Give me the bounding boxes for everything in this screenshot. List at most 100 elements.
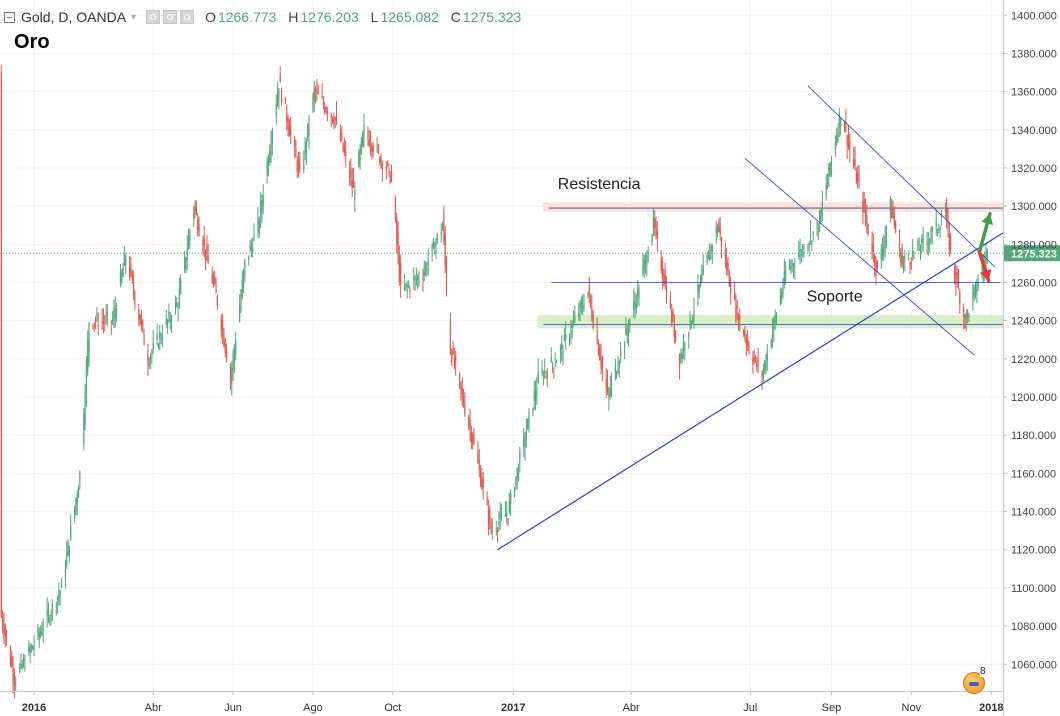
candle-body <box>745 337 747 345</box>
candle-body <box>864 208 867 218</box>
symbol-label[interactable]: Gold, D, OANDA <box>21 9 127 25</box>
candle-body <box>434 252 436 255</box>
time-axis[interactable]: 2016 Abr Jun Ago Oct 2017 Abr Jul Sep Nov 2018 <box>0 691 1003 714</box>
chevron-down-icon[interactable]: ▾ <box>131 11 137 23</box>
candle-body <box>489 510 491 519</box>
candle-body <box>589 294 592 305</box>
candle-body <box>409 289 411 291</box>
price-tick-label: 1080.000 <box>1011 621 1057 633</box>
candle-body <box>358 152 360 167</box>
candle-body <box>250 244 253 251</box>
candle-body <box>791 262 793 266</box>
candle-body <box>716 228 719 234</box>
candle-body <box>28 646 30 653</box>
candle-body <box>785 271 787 281</box>
candle-body <box>974 282 977 291</box>
settings-icon[interactable] <box>146 10 161 24</box>
candle-body <box>396 218 398 243</box>
candle-body <box>710 245 712 253</box>
candle-body <box>661 266 664 279</box>
candle-body <box>533 391 535 402</box>
price-axis[interactable]: 1060.000 1080.000 1100.000 1120.000 1140.000… <box>1003 0 1057 716</box>
notification-badge[interactable]: 8 <box>961 666 989 694</box>
candle-body <box>240 294 242 311</box>
candle-body <box>664 274 666 284</box>
candle-body <box>129 265 131 277</box>
candle-body <box>161 336 163 339</box>
candle-body <box>702 265 704 276</box>
candle-body <box>571 323 573 329</box>
candle-body <box>326 110 328 115</box>
candle-body <box>900 252 902 265</box>
candle-body <box>929 239 931 241</box>
candle-body <box>469 420 471 429</box>
candle-body <box>249 244 251 252</box>
candle-body <box>214 278 216 284</box>
candle-body <box>186 248 188 260</box>
candle-body <box>271 130 273 143</box>
candle-body <box>242 270 245 288</box>
candle-body <box>811 242 813 244</box>
candle-body <box>935 220 937 226</box>
candle-body <box>307 123 309 138</box>
candle-body <box>33 644 35 648</box>
candle-body <box>930 236 932 239</box>
eye-icon[interactable] <box>163 10 178 24</box>
candle-body <box>165 319 167 325</box>
candle-body <box>296 160 298 172</box>
collapse-icon[interactable] <box>4 11 15 23</box>
candle-body <box>46 609 48 617</box>
candle-body <box>736 304 738 308</box>
candle-body <box>747 339 749 346</box>
candle-body <box>286 111 288 123</box>
candle-body <box>701 273 703 283</box>
candle-body <box>202 239 204 250</box>
candle-body <box>303 159 305 170</box>
candle-body <box>752 357 754 366</box>
candle-body <box>261 199 263 213</box>
candle-body <box>169 319 171 323</box>
candle-body <box>113 309 115 322</box>
candle-body <box>565 333 567 340</box>
candle-body <box>241 279 243 297</box>
candle-body <box>195 207 198 215</box>
notification-count: 8 <box>980 666 986 677</box>
candle-body <box>363 124 365 138</box>
candle-body <box>38 633 40 638</box>
candle-body <box>803 252 805 254</box>
candle-body <box>360 138 362 153</box>
candle-body <box>820 209 822 221</box>
candle-body <box>770 340 772 348</box>
candle-body <box>495 530 497 532</box>
candle-body <box>931 228 933 233</box>
candle-body <box>895 222 897 233</box>
candle-body <box>413 277 415 281</box>
candle-body <box>858 176 860 184</box>
candle-body <box>149 356 152 360</box>
time-tick-label: Jul <box>743 702 757 714</box>
candle-body <box>148 363 150 366</box>
candle-body <box>953 264 956 276</box>
candle-body <box>733 291 736 300</box>
candle-body <box>239 305 241 322</box>
candle-body <box>468 417 470 426</box>
candle-body <box>936 229 939 231</box>
candle-body <box>496 530 499 532</box>
candle-body <box>748 345 750 353</box>
candle-body <box>42 628 44 632</box>
candle-body <box>139 314 141 325</box>
candle-body <box>121 271 123 283</box>
candle-body <box>727 263 729 272</box>
close-icon[interactable] <box>180 10 195 24</box>
candle-body <box>220 317 222 332</box>
candle-body <box>84 394 86 425</box>
price-tick-label: 1320.000 <box>1011 163 1057 175</box>
candle-body <box>386 163 389 165</box>
candle-body <box>304 141 306 155</box>
candle-body <box>287 118 289 130</box>
candle-body <box>614 365 617 374</box>
candle-body <box>385 166 387 171</box>
candle-body <box>889 199 891 212</box>
candle-body <box>85 360 88 395</box>
